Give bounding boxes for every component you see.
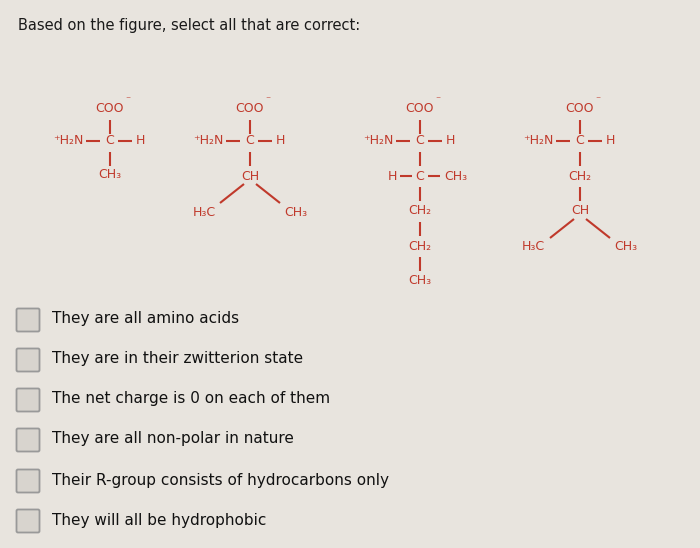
Text: H: H bbox=[275, 134, 285, 147]
Text: ⁺H₂N: ⁺H₂N bbox=[523, 134, 553, 147]
FancyBboxPatch shape bbox=[17, 470, 39, 493]
Text: CH₂: CH₂ bbox=[408, 239, 432, 253]
FancyBboxPatch shape bbox=[17, 389, 39, 412]
Text: H: H bbox=[445, 134, 455, 147]
FancyBboxPatch shape bbox=[17, 429, 39, 452]
Text: CH₃: CH₃ bbox=[408, 275, 432, 288]
Text: Based on the figure, select all that are correct:: Based on the figure, select all that are… bbox=[18, 18, 360, 33]
Text: CH₂: CH₂ bbox=[568, 169, 592, 182]
Text: C: C bbox=[106, 134, 114, 147]
Text: ⁺H₂N: ⁺H₂N bbox=[52, 134, 83, 147]
Text: ⁻: ⁻ bbox=[125, 95, 131, 105]
Text: C: C bbox=[416, 169, 424, 182]
Text: H: H bbox=[606, 134, 615, 147]
Text: ⁺H₂N: ⁺H₂N bbox=[363, 134, 393, 147]
Text: C: C bbox=[246, 134, 254, 147]
Text: Their R-group consists of hydrocarbons only: Their R-group consists of hydrocarbons o… bbox=[52, 472, 389, 488]
Text: CH₂: CH₂ bbox=[408, 204, 432, 218]
Text: COO: COO bbox=[406, 101, 434, 115]
Text: CH: CH bbox=[241, 169, 259, 182]
Text: ⁻: ⁻ bbox=[435, 95, 440, 105]
Text: C: C bbox=[416, 134, 424, 147]
Text: ⁻: ⁻ bbox=[265, 95, 271, 105]
Text: They are in their zwitterion state: They are in their zwitterion state bbox=[52, 351, 303, 367]
Text: They are all amino acids: They are all amino acids bbox=[52, 311, 239, 327]
Text: CH₃: CH₃ bbox=[444, 169, 468, 182]
FancyBboxPatch shape bbox=[17, 349, 39, 372]
Text: ⁻: ⁻ bbox=[596, 95, 601, 105]
Text: CH₃: CH₃ bbox=[615, 241, 638, 254]
FancyBboxPatch shape bbox=[17, 510, 39, 533]
Text: CH₃: CH₃ bbox=[284, 206, 307, 219]
Text: COO: COO bbox=[566, 101, 594, 115]
Text: H: H bbox=[387, 169, 397, 182]
FancyBboxPatch shape bbox=[17, 309, 39, 332]
Text: The net charge is 0 on each of them: The net charge is 0 on each of them bbox=[52, 391, 330, 407]
Text: ⁺H₂N: ⁺H₂N bbox=[193, 134, 223, 147]
Text: CH₃: CH₃ bbox=[99, 168, 122, 181]
Text: C: C bbox=[575, 134, 584, 147]
Text: They will all be hydrophobic: They will all be hydrophobic bbox=[52, 512, 267, 528]
Text: CH: CH bbox=[571, 204, 589, 218]
Text: They are all non-polar in nature: They are all non-polar in nature bbox=[52, 431, 294, 447]
Text: COO: COO bbox=[236, 101, 265, 115]
Text: H: H bbox=[135, 134, 145, 147]
Text: COO: COO bbox=[96, 101, 125, 115]
Text: H₃C: H₃C bbox=[522, 241, 545, 254]
Text: H₃C: H₃C bbox=[193, 206, 216, 219]
